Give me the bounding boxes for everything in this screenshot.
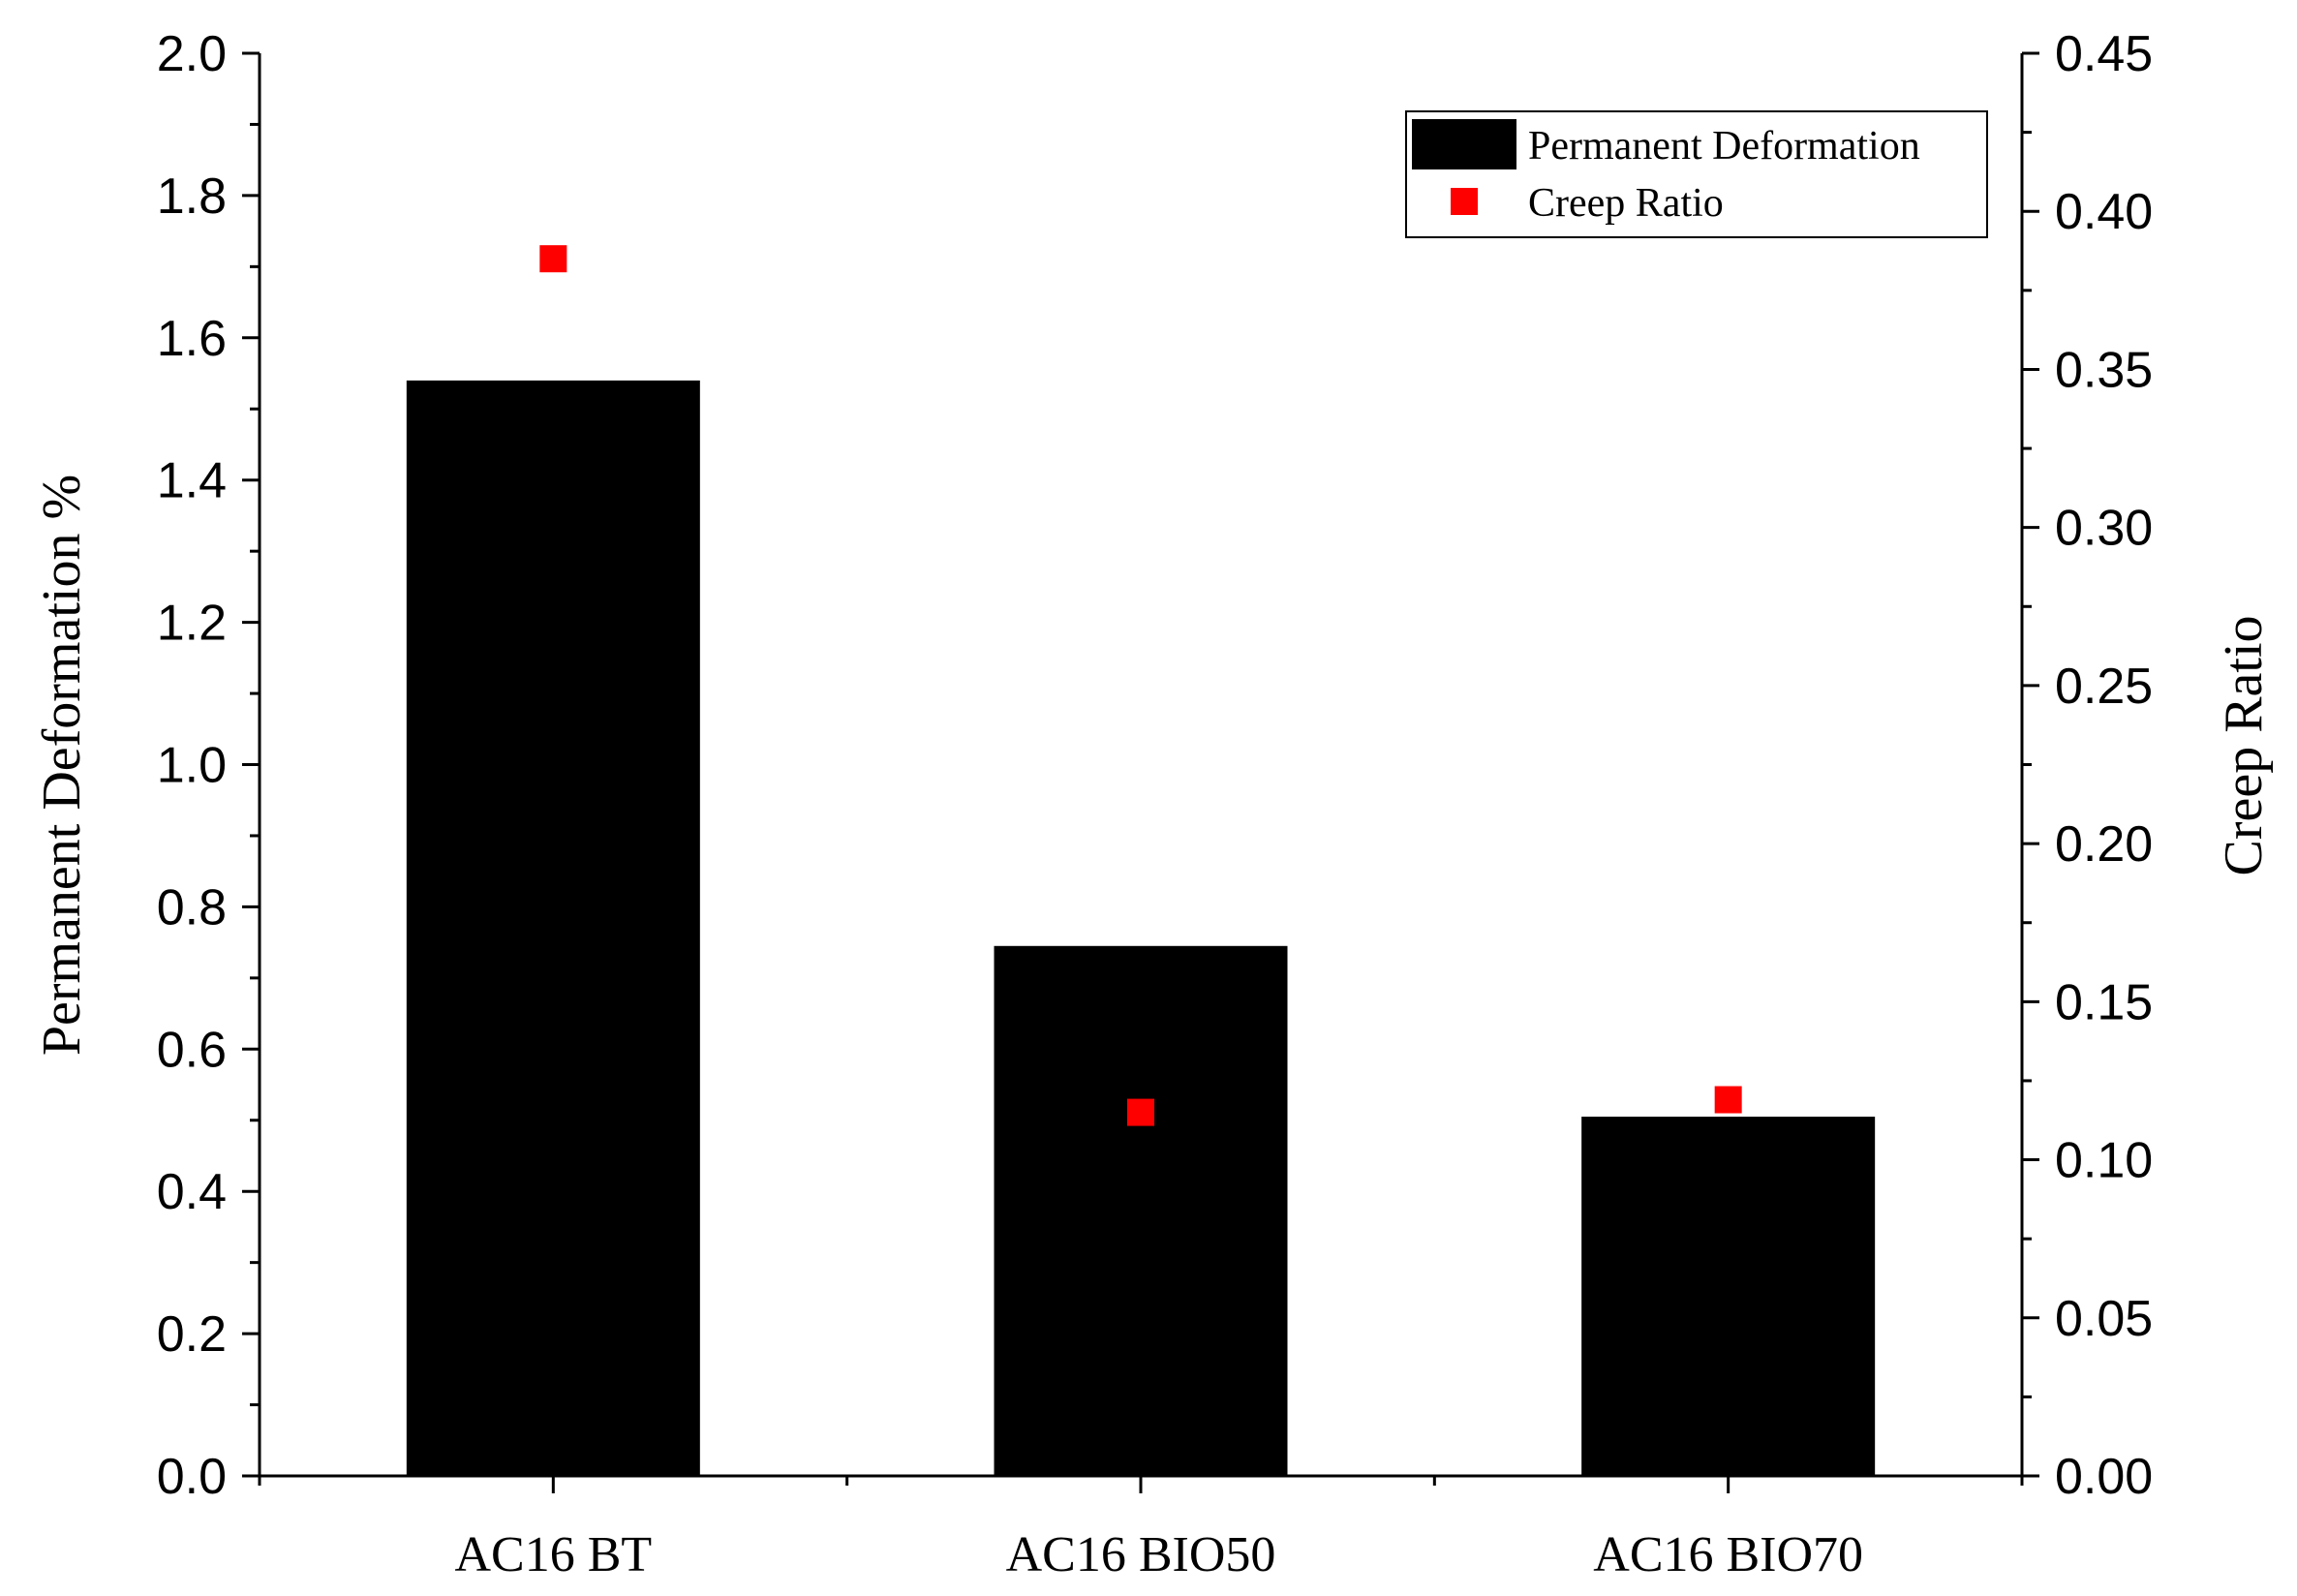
minor-ticks <box>250 122 2032 1486</box>
x-axis-ticks: AC16 BT AC16 BIO50 AC16 BIO70 <box>454 1476 1863 1582</box>
legend-point-swatch <box>1451 188 1478 215</box>
y-tick-label-8: 1.6 <box>157 311 227 367</box>
bar-1 <box>406 380 700 1476</box>
left-axis-ticks: 0.0 0.2 0.4 0.6 0.8 1.0 1.2 1.4 1.6 1.8 2.0 <box>157 26 260 1505</box>
y-tick-label-10: 2.0 <box>157 26 227 82</box>
y2-tick-label-9: 0.45 <box>2055 26 2153 82</box>
legend-label-creep-ratio: Creep Ratio <box>1528 181 1724 226</box>
legend: Permanent Deformation Creep Ratio <box>1405 110 1988 238</box>
y-tick-label-1: 0.2 <box>157 1306 227 1363</box>
y-tick-label-3: 0.6 <box>157 1022 227 1078</box>
x-tick-label-0: AC16 BT <box>454 1527 652 1582</box>
y-axis-title: Permanent Deformation % <box>32 475 92 1056</box>
y2-tick-label-0: 0.00 <box>2055 1449 2153 1505</box>
bar-3 <box>1581 1117 1876 1476</box>
y2-tick-label-4: 0.20 <box>2055 816 2153 873</box>
y-tick-label-7: 1.4 <box>157 453 227 509</box>
y-tick-label-9: 1.8 <box>157 169 227 225</box>
bar-2 <box>994 945 1288 1476</box>
y2-tick-label-2: 0.10 <box>2055 1133 2153 1189</box>
y2-axis-title: Creep Ratio <box>2214 615 2274 875</box>
legend-label-permanent-deformation: Permanent Deformation <box>1528 124 1920 169</box>
creep-ratio-point-3 <box>1714 1086 1742 1114</box>
y-tick-label-2: 0.4 <box>157 1164 227 1220</box>
creep-ratio-point-2 <box>1127 1098 1154 1126</box>
y2-tick-label-1: 0.05 <box>2055 1291 2153 1347</box>
y-tick-label-0: 0.0 <box>157 1449 227 1505</box>
y2-tick-label-6: 0.30 <box>2055 501 2153 557</box>
creep-ratio-points <box>539 245 1742 1126</box>
y2-tick-label-3: 0.15 <box>2055 974 2153 1030</box>
y-tick-label-5: 1.0 <box>157 738 227 794</box>
bars <box>406 380 1876 1476</box>
legend-bar-swatch <box>1412 119 1516 169</box>
right-axis-ticks: 0.00 0.05 0.10 0.15 0.20 0.25 0.30 0.35 0.40 0.45 <box>2022 26 2153 1505</box>
creep-ratio-point-1 <box>539 245 567 273</box>
x-tick-label-2: AC16 BIO70 <box>1593 1527 1863 1582</box>
y2-tick-label-8: 0.40 <box>2055 184 2153 240</box>
x-tick-label-1: AC16 BIO50 <box>1006 1527 1276 1582</box>
y-tick-label-6: 1.2 <box>157 596 227 652</box>
y2-tick-label-7: 0.35 <box>2055 342 2153 398</box>
y-tick-label-4: 0.8 <box>157 879 227 936</box>
y2-tick-label-5: 0.25 <box>2055 659 2153 715</box>
